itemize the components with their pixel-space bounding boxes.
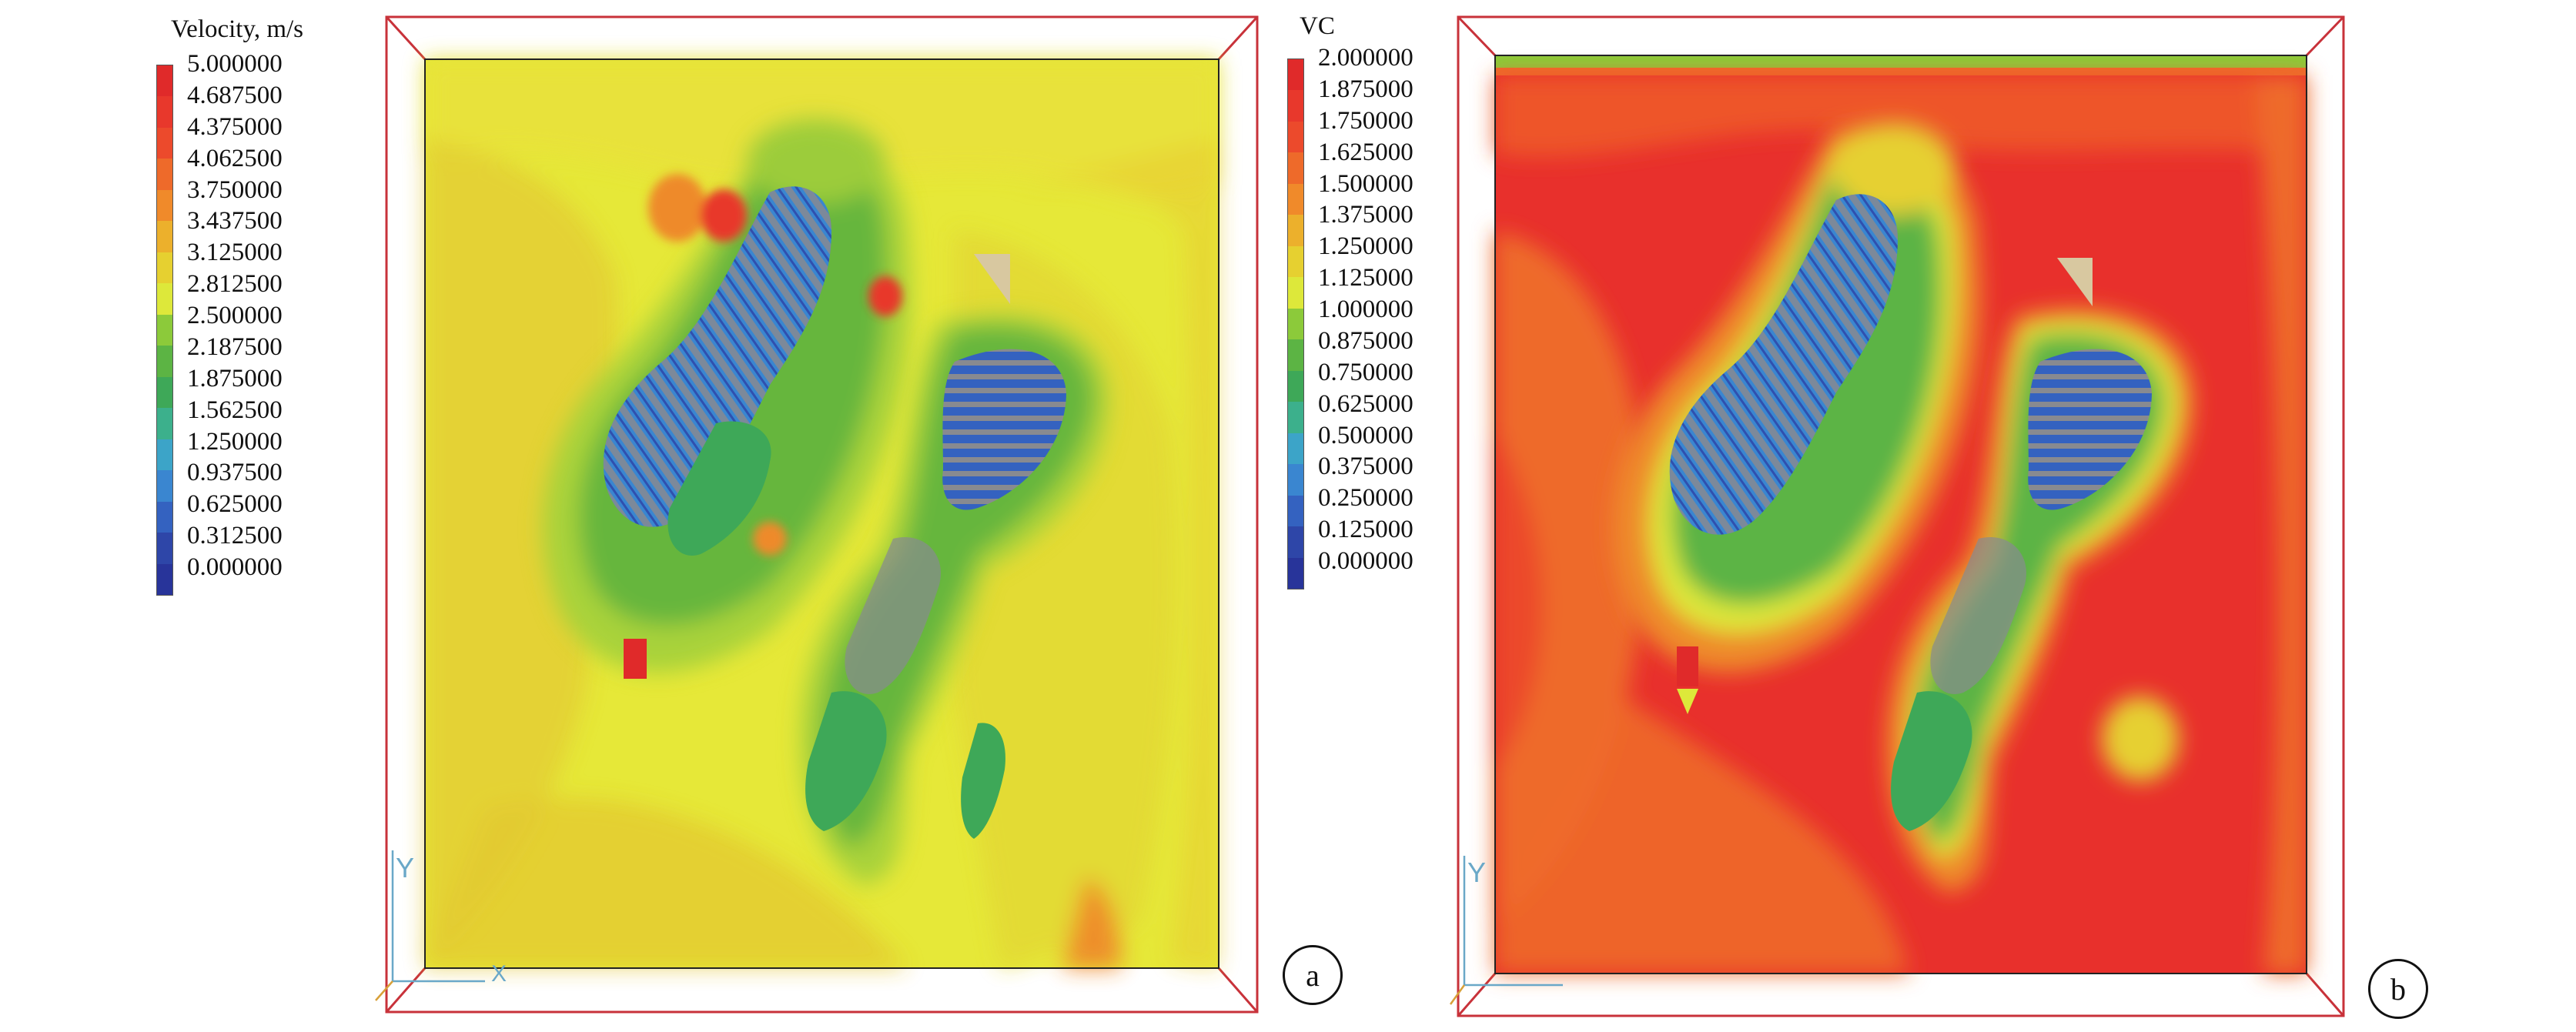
panel-a-domain xyxy=(424,58,1219,969)
legend-a-label: 5.000000 xyxy=(187,50,283,78)
legend-swatch xyxy=(157,159,172,190)
legend-a-label: 3.437500 xyxy=(187,207,283,235)
legend-swatch xyxy=(157,533,172,564)
legend-a-label: 3.125000 xyxy=(187,239,283,267)
legend-b-label: 1.875000 xyxy=(1318,75,1413,103)
panel-a-marker: a xyxy=(1283,945,1343,1005)
wind-direction-marker-b xyxy=(2057,258,2093,306)
legend-a-label: 1.875000 xyxy=(187,364,283,392)
legend-swatch xyxy=(1288,402,1303,433)
axis-y-label: Y xyxy=(396,852,414,883)
legend-swatch xyxy=(157,408,172,439)
legend-b-label: 1.375000 xyxy=(1318,201,1413,229)
legend-swatch xyxy=(1288,370,1303,402)
legend-swatch xyxy=(1288,557,1303,589)
panel-b-marker: b xyxy=(2368,959,2428,1019)
legend-b-label: 0.500000 xyxy=(1318,421,1413,449)
axis-x-label: X xyxy=(491,961,507,987)
legend-a-labels: 5.000000 4.687500 4.375000 4.062500 3.75… xyxy=(187,51,372,580)
legend-a-label: 2.500000 xyxy=(187,302,283,329)
legend-swatch xyxy=(157,470,172,502)
panel-a-frame xyxy=(385,15,1259,1014)
legend-a-label: 2.187500 xyxy=(187,332,283,361)
legend-swatch xyxy=(1288,245,1303,278)
legend-swatch xyxy=(1288,277,1303,309)
legend-swatch xyxy=(1288,308,1303,340)
legend-swatch xyxy=(157,376,172,409)
panel-b-vc-field: Y xyxy=(1449,15,2345,1017)
legend-swatch xyxy=(1288,433,1303,465)
legend-swatch xyxy=(157,314,172,346)
legend-a-label: 2.812500 xyxy=(187,270,283,299)
legend-a-label: 0.937500 xyxy=(187,459,283,487)
panel-b-domain xyxy=(1494,55,2307,974)
legend-swatch xyxy=(1288,495,1303,527)
legend-b-label: 1.625000 xyxy=(1318,138,1413,166)
legend-a-label: 3.750000 xyxy=(187,175,283,204)
legend-a-label: 1.562500 xyxy=(187,396,283,424)
panel-b-axis-triad: Y xyxy=(1449,856,1563,1005)
legend-b-label: 0.125000 xyxy=(1318,516,1413,544)
panel-b-frame xyxy=(1457,15,2345,1017)
legend-swatch xyxy=(1288,90,1303,122)
legend-b-label: 0.375000 xyxy=(1318,453,1413,481)
legend-swatch xyxy=(1288,526,1303,558)
legend-swatch xyxy=(157,563,172,595)
legend-swatch xyxy=(157,439,172,471)
legend-swatch xyxy=(1288,121,1303,153)
legend-b-label: 0.750000 xyxy=(1318,358,1413,386)
legend-b-label: 1.000000 xyxy=(1318,296,1413,323)
legend-b-label: 0.875000 xyxy=(1318,326,1413,355)
axis-y-label-b: Y xyxy=(1467,857,1486,888)
legend-swatch xyxy=(1288,183,1303,215)
legend-b-title: VC xyxy=(1300,12,1335,40)
legend-swatch xyxy=(157,283,172,315)
legend-a-colorbar xyxy=(156,65,173,596)
legend-b-labels: 2.000000 1.875000 1.750000 1.625000 1.50… xyxy=(1318,45,1503,574)
legend-swatch xyxy=(157,346,172,377)
legend-b-label: 2.000000 xyxy=(1318,44,1413,72)
legend-swatch xyxy=(157,221,172,252)
legend-b-label: 0.625000 xyxy=(1318,389,1413,418)
panel-a-axis-triad: Y X xyxy=(375,850,507,1001)
legend-b-label: 0.250000 xyxy=(1318,484,1413,513)
legend-a-title: Velocity, m/s xyxy=(171,15,304,43)
legend-swatch xyxy=(1288,59,1303,91)
legend-a-label: 0.625000 xyxy=(187,490,283,519)
legend-swatch xyxy=(157,127,172,159)
legend-swatch xyxy=(1288,464,1303,496)
legend-b-label: 1.250000 xyxy=(1318,232,1413,261)
legend-b-label: 0.000000 xyxy=(1318,547,1413,575)
legend-swatch xyxy=(157,96,172,128)
legend-swatch xyxy=(157,501,172,533)
legend-swatch xyxy=(157,189,172,222)
source-plume-marker xyxy=(1677,689,1698,714)
legend-swatch xyxy=(1288,339,1303,371)
legend-a-label: 1.250000 xyxy=(187,427,283,456)
legend-a-label: 4.062500 xyxy=(187,144,283,172)
legend-b-label: 1.125000 xyxy=(1318,264,1413,292)
panel-a-velocity-field: Y X xyxy=(375,15,1259,1014)
legend-b-colorbar xyxy=(1287,58,1304,589)
legend-swatch xyxy=(1288,152,1303,184)
legend-a-label: 4.375000 xyxy=(187,112,283,141)
legend-swatch xyxy=(1288,215,1303,246)
legend-b-label: 1.500000 xyxy=(1318,169,1413,198)
legend-a-label: 4.687500 xyxy=(187,81,283,109)
legend-a-label: 0.000000 xyxy=(187,553,283,581)
source-marker-b xyxy=(1677,646,1698,686)
legend-b-label: 1.750000 xyxy=(1318,106,1413,135)
legend-swatch xyxy=(157,252,172,284)
wind-direction-marker xyxy=(974,254,1010,304)
source-marker xyxy=(624,639,647,679)
legend-a-label: 0.312500 xyxy=(187,522,283,550)
legend-swatch xyxy=(157,65,172,97)
